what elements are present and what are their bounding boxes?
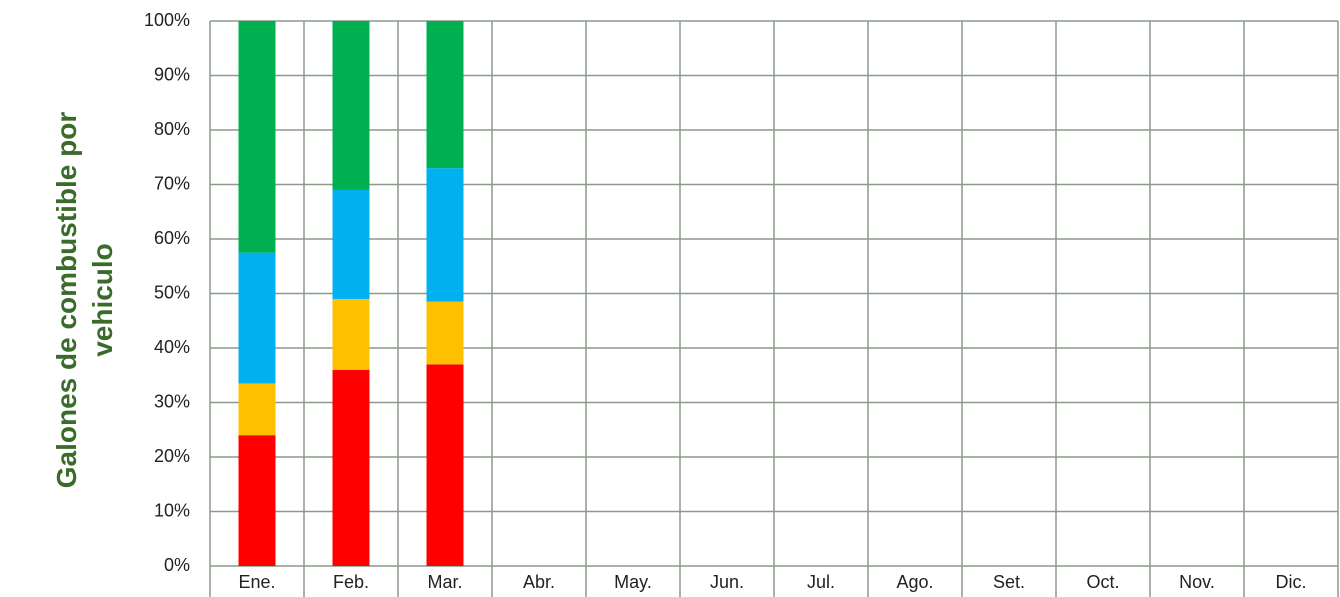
y-tick-label: 20% [154,446,190,466]
x-tick-label: Ene. [238,572,275,592]
bar-segment [238,383,276,436]
y-tick-label: 70% [154,173,190,193]
x-tick-label: Feb. [333,572,369,592]
bar-segment [332,21,370,190]
y-tick-label: 60% [154,228,190,248]
bar-segment [332,189,370,299]
bar-segment [332,369,370,566]
x-tick-label: Ago. [896,572,933,592]
y-tick-label: 40% [154,337,190,357]
x-tick-label: May. [614,572,652,592]
y-tick-label: 90% [154,64,190,84]
bar-segment [426,364,464,566]
y-tick-label: 0% [164,555,190,575]
y-tick-label: 100% [144,10,190,30]
x-tick-label: Jun. [710,572,744,592]
x-tick-label: Mar. [427,572,462,592]
y-tick-label: 30% [154,391,190,411]
x-tick-label: Oct. [1086,572,1119,592]
x-tick-label: Abr. [523,572,555,592]
bar-segment [238,435,276,566]
bar-segment [426,168,464,302]
y-tick-label: 10% [154,500,190,520]
bar-segment [332,298,370,370]
bar-segment [426,301,464,365]
x-tick-label: Set. [993,572,1025,592]
bar-segment [238,252,276,384]
bar-segment [426,21,464,169]
bar-segment [238,21,276,253]
x-tick-label: Jul. [807,572,835,592]
x-tick-label: Nov. [1179,572,1215,592]
y-tick-label: 80% [154,119,190,139]
y-tick-label: 50% [154,282,190,302]
x-tick-label: Dic. [1276,572,1307,592]
